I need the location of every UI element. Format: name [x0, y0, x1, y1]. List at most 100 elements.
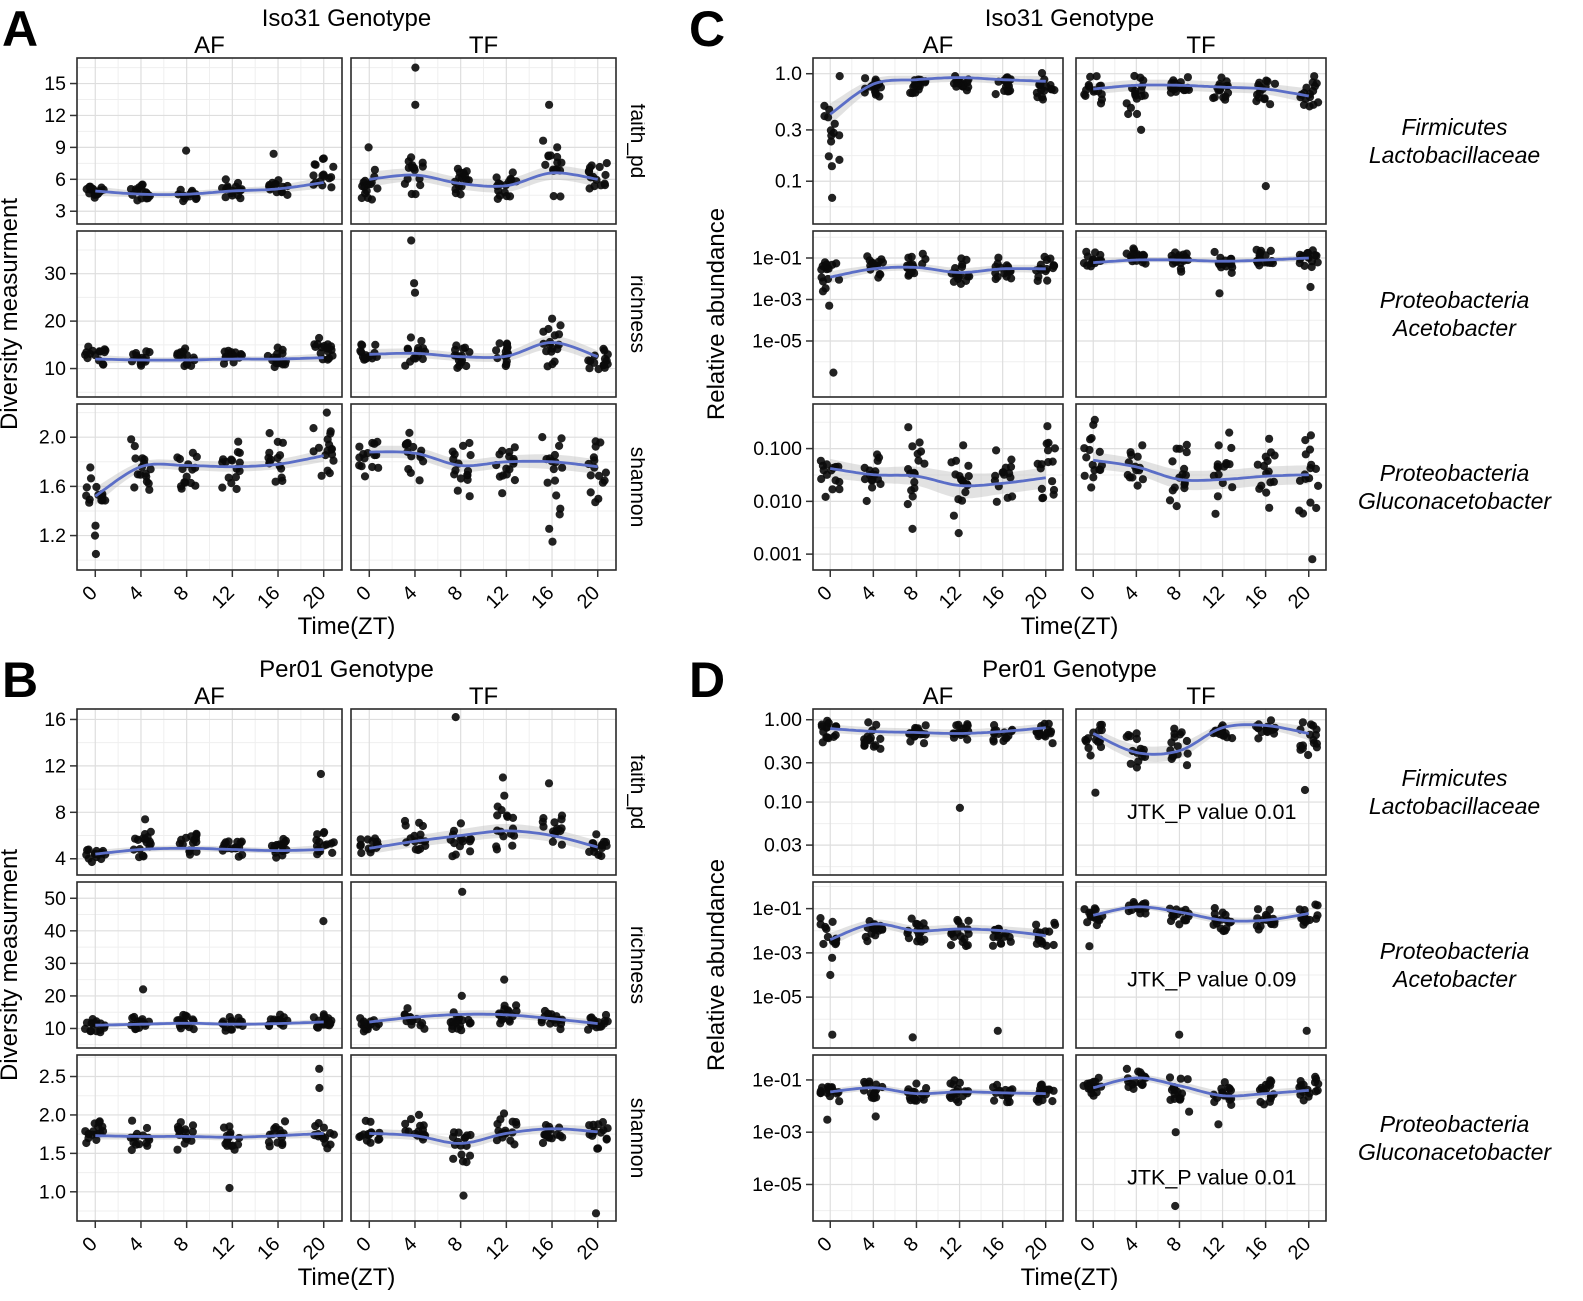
facet-gridlines: [77, 404, 342, 570]
facet-plot-area: [816, 914, 1060, 1042]
facet-plot-area: [817, 716, 1057, 812]
confidence-ribbon: [369, 1010, 598, 1028]
facet-border: [1075, 708, 1327, 876]
panel-D-chart: D Per01 Genotype AF TF Relative abundance 1.0…: [689, 652, 1552, 1291]
x-tick-label: 8: [1163, 1233, 1186, 1256]
x-tick-label: 12: [935, 1233, 966, 1264]
smooth-line: [830, 726, 1046, 735]
y-tick-label: 12: [44, 755, 66, 777]
panel-letter: D: [689, 652, 725, 708]
facet-row-label: richness: [626, 926, 645, 1004]
smooth-line: [1092, 905, 1310, 923]
panel-A: A Iso31 Genotype AF TF Diversity measurment 3…: [0, 0, 649, 650]
smooth-line: [829, 76, 1046, 116]
facet-gridlines: [1076, 1055, 1326, 1221]
facet-plot-area: [356, 713, 611, 861]
x-tick-label: 0: [1076, 1233, 1099, 1256]
panel-A-chart: A Iso31 Genotype AF TF Diversity measurment 3…: [0, 1, 649, 640]
facet-column-header: AF: [194, 32, 225, 59]
smooth-line: [369, 1127, 598, 1145]
facet-border: [350, 57, 617, 225]
smooth-line: [95, 181, 324, 196]
smooth-line: [369, 450, 598, 469]
facet-plot-area: [81, 1064, 338, 1193]
facet-row-label: Proteobacteria: [1380, 938, 1530, 964]
smooth-line: [829, 922, 1046, 941]
scatter-points: [817, 716, 1057, 812]
confidence-ribbon: [369, 1124, 598, 1149]
facet-plot-area: [82, 408, 338, 559]
x-tick-label: 20: [1284, 582, 1315, 613]
smooth-line: [95, 846, 324, 856]
panel-letter: B: [2, 652, 38, 708]
panel-B-chart: B Per01 Genotype AF TF Diversity measurment 4…: [0, 652, 649, 1291]
x-tick-label: 12: [935, 582, 966, 613]
smooth-line: [369, 171, 598, 188]
x-tick-label: 16: [527, 1233, 558, 1264]
scatter-points: [356, 887, 612, 1036]
x-tick-label: 0: [813, 582, 836, 605]
y-axis-title: Diversity measurment: [0, 849, 23, 1081]
x-tick-label: 12: [482, 1233, 513, 1264]
smooth-line: [1092, 723, 1310, 756]
x-axis-title: Time(ZT): [298, 1264, 396, 1291]
y-tick-label: 0.010: [753, 491, 802, 513]
facet-column-header: TF: [1186, 683, 1215, 710]
x-tick-label: 4: [124, 1233, 147, 1256]
confidence-ribbon: [369, 445, 598, 475]
facet-plot-area: [355, 428, 611, 546]
x-tick-label: 4: [1119, 1233, 1142, 1256]
x-tick-label: 20: [1021, 1233, 1052, 1264]
x-tick-label: 12: [482, 582, 513, 613]
facet-row-label: Gluconacetobacter: [1358, 1139, 1552, 1165]
y-tick-label: 2.5: [39, 1066, 66, 1088]
facet-row-label: shannon: [626, 1098, 645, 1179]
y-tick-label: 20: [44, 985, 66, 1007]
jtk-p-annotation: JTK_P value 0.01: [1127, 1165, 1296, 1189]
facet-row-label: Lactobacillaceae: [1369, 142, 1540, 168]
smooth-line: [369, 829, 599, 850]
facet-row-label: Proteobacteria: [1380, 287, 1530, 313]
smooth-line: [829, 265, 1046, 279]
smooth-line: [94, 454, 325, 498]
x-tick-label: 4: [1119, 582, 1142, 605]
x-tick-label: 20: [299, 1233, 330, 1264]
y-tick-label: 1e-01: [752, 1069, 802, 1091]
facet-row-label: faith_pd: [626, 755, 645, 830]
facet-gridlines: [77, 1055, 342, 1221]
scatter-points: [356, 713, 611, 861]
x-tick-label: 16: [527, 582, 558, 613]
facet-row-label: Proteobacteria: [1380, 1111, 1530, 1137]
y-tick-label: 1e-03: [752, 289, 802, 311]
y-tick-label: 9: [55, 137, 66, 159]
facet-border: [812, 403, 1064, 571]
facet-row-label: Acetobacter: [1391, 315, 1517, 341]
facet-row-label: Firmicutes: [1401, 114, 1508, 140]
x-tick-label: 0: [352, 582, 375, 605]
facet-plot-area: [357, 63, 611, 204]
x-tick-label: 16: [253, 1233, 284, 1264]
y-tick-label: 16: [44, 709, 66, 731]
scatter-points: [817, 249, 1059, 377]
x-tick-label: 0: [1076, 582, 1099, 605]
y-tick-label: 4: [55, 848, 66, 870]
x-tick-label: 16: [978, 582, 1009, 613]
x-axis-title: Time(ZT): [298, 613, 396, 640]
facet-border: [350, 708, 617, 876]
facet-border: [76, 881, 343, 1049]
y-tick-label: 0.3: [775, 119, 802, 141]
y-tick-label: 1e-05: [752, 1174, 802, 1196]
scatter-points: [81, 917, 336, 1037]
confidence-ribbon: [95, 176, 324, 198]
x-tick-label: 8: [170, 1233, 193, 1256]
scatter-points: [1080, 898, 1322, 1039]
x-axis-title: Time(ZT): [1021, 1264, 1119, 1291]
facet-plot-area: [817, 249, 1059, 377]
facet-column-header: TF: [1186, 32, 1215, 59]
x-tick-label: 16: [1241, 582, 1272, 613]
facet-column-header: AF: [923, 32, 954, 59]
smooth-line: [830, 467, 1046, 488]
facet-plot-area: [1080, 415, 1323, 564]
facet-plot-area: [1081, 716, 1321, 797]
facet-border: [1075, 1054, 1327, 1222]
